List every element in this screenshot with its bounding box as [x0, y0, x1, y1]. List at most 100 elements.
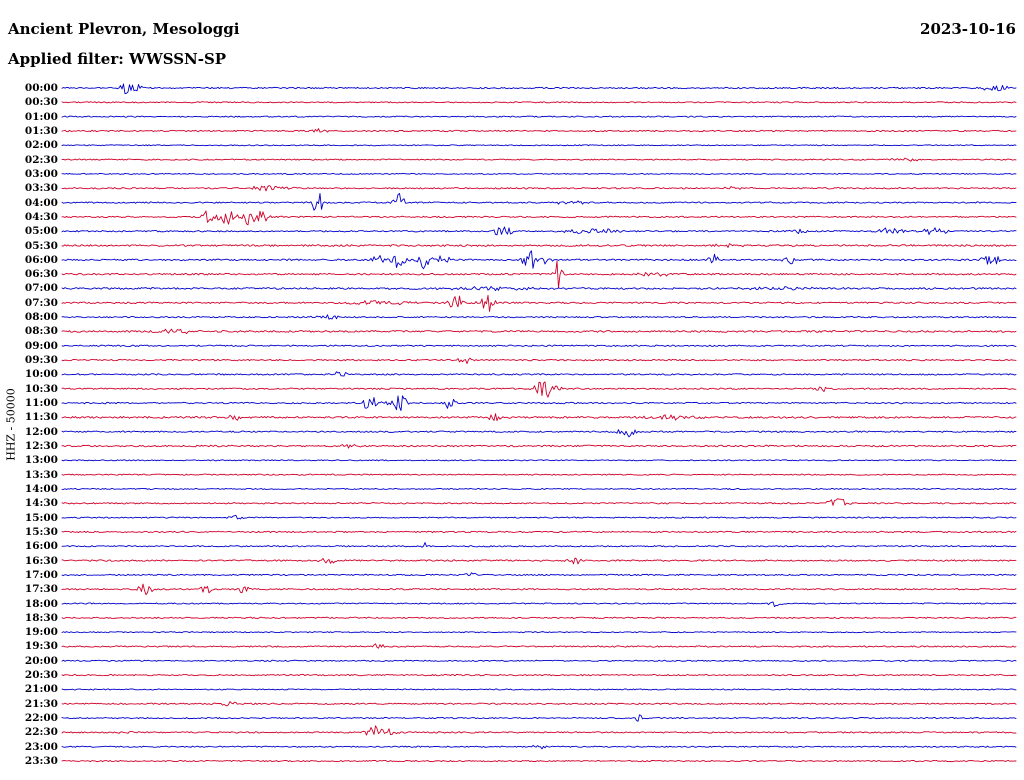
time-label-00-00: 00:00 [24, 81, 58, 94]
seismo-trace-14-30 [61, 498, 1017, 506]
time-label-13-00: 13:00 [24, 454, 58, 467]
seismo-trace-07-30 [61, 294, 1017, 312]
time-label-06-30: 06:30 [24, 267, 58, 280]
time-label-13-30: 13:30 [24, 468, 58, 481]
seismo-trace-01-30 [61, 128, 1017, 133]
time-label-00-30: 00:30 [24, 96, 58, 109]
seismo-trace-12-00 [61, 429, 1017, 438]
seismo-trace-06-00 [61, 250, 1017, 270]
time-label-05-30: 05:30 [24, 239, 58, 252]
time-label-08-30: 08:30 [24, 325, 58, 338]
filter-label: Applied filter: WWSSN-SP [8, 50, 227, 68]
seismo-trace-11-30 [61, 413, 1017, 422]
seismo-trace-09-30 [61, 357, 1017, 365]
time-label-02-30: 02:30 [24, 153, 58, 166]
seismo-trace-13-30 [61, 473, 1017, 476]
seismo-trace-02-00 [61, 144, 1017, 147]
seismo-trace-05-00 [61, 226, 1017, 236]
time-label-16-00: 16:00 [24, 539, 58, 552]
time-label-21-30: 21:30 [24, 697, 58, 710]
seismo-trace-16-00 [61, 542, 1017, 548]
seismo-trace-00-00 [61, 83, 1017, 95]
time-label-14-30: 14:30 [24, 497, 58, 510]
time-label-21-00: 21:00 [24, 683, 58, 696]
seismo-trace-18-00 [61, 601, 1017, 608]
station-title: Ancient Plevron, Mesologgi [8, 20, 240, 38]
seismo-trace-23-00 [61, 744, 1017, 750]
seismo-trace-11-00 [61, 395, 1017, 412]
seismo-trace-07-00 [61, 286, 1017, 292]
time-label-16-30: 16:30 [24, 554, 58, 567]
time-label-06-00: 06:00 [24, 253, 58, 266]
time-label-05-00: 05:00 [24, 224, 58, 237]
time-label-17-00: 17:00 [24, 568, 58, 581]
time-label-11-00: 11:00 [24, 396, 58, 409]
time-label-15-00: 15:00 [24, 511, 58, 524]
time-label-14-00: 14:00 [24, 482, 58, 495]
seismo-trace-19-30 [61, 643, 1017, 649]
seismo-trace-22-00 [61, 714, 1017, 722]
seismo-trace-08-30 [61, 328, 1017, 335]
seismo-trace-01-00 [61, 115, 1017, 118]
time-label-11-30: 11:30 [24, 411, 58, 424]
seismo-trace-06-30 [61, 260, 1017, 289]
time-label-09-00: 09:00 [24, 339, 58, 352]
time-label-04-30: 04:30 [24, 210, 58, 223]
seismo-trace-03-00 [61, 172, 1017, 175]
seismo-trace-18-30 [61, 616, 1017, 619]
seismo-trace-02-30 [61, 157, 1017, 162]
seismo-trace-10-30 [61, 381, 1017, 398]
time-label-17-30: 17:30 [24, 582, 58, 595]
time-label-03-30: 03:30 [24, 181, 58, 194]
seismo-trace-22-30 [61, 725, 1017, 736]
seismo-trace-04-00 [61, 192, 1017, 211]
date-label: 2023-10-16 [920, 20, 1016, 38]
seismo-trace-08-00 [61, 314, 1017, 320]
seismo-trace-17-00 [61, 572, 1017, 577]
time-label-10-00: 10:00 [24, 368, 58, 381]
time-label-18-00: 18:00 [24, 597, 58, 610]
seismo-trace-19-00 [61, 631, 1017, 634]
seismo-trace-20-30 [61, 674, 1017, 677]
seismo-trace-13-00 [61, 459, 1017, 462]
time-label-23-30: 23:30 [24, 754, 58, 767]
seismo-trace-17-30 [61, 583, 1017, 596]
time-axis: 00:00 00:30 01:00 01:30 02:00 02:30 03:00 03:30… [0, 0, 60, 780]
time-label-09-30: 09:30 [24, 353, 58, 366]
seismo-trace-21-00 [61, 688, 1017, 691]
time-label-19-30: 19:30 [24, 640, 58, 653]
seismo-trace-05-30 [61, 243, 1017, 248]
time-label-23-00: 23:00 [24, 740, 58, 753]
seismo-trace-15-00 [61, 514, 1017, 520]
time-label-15-30: 15:30 [24, 525, 58, 538]
seismo-trace-10-00 [61, 371, 1017, 377]
time-label-20-00: 20:00 [24, 654, 58, 667]
time-label-12-30: 12:30 [24, 439, 58, 452]
seismo-trace-23-30 [61, 759, 1017, 763]
seismo-trace-20-00 [61, 659, 1017, 662]
seismo-trace-14-00 [61, 487, 1017, 490]
time-label-07-00: 07:00 [24, 282, 58, 295]
seismo-trace-00-30 [61, 101, 1017, 104]
time-label-01-00: 01:00 [24, 110, 58, 123]
seismo-trace-21-30 [61, 701, 1017, 707]
time-label-01-30: 01:30 [24, 124, 58, 137]
seismo-trace-09-00 [61, 344, 1017, 347]
time-label-04-00: 04:00 [24, 196, 58, 209]
time-label-20-30: 20:30 [24, 668, 58, 681]
time-label-19-00: 19:00 [24, 625, 58, 638]
time-label-10-30: 10:30 [24, 382, 58, 395]
time-label-03-00: 03:00 [24, 167, 58, 180]
seismo-trace-04-30 [61, 210, 1017, 226]
time-label-22-30: 22:30 [24, 726, 58, 739]
seismo-trace-15-30 [61, 530, 1017, 534]
time-label-07-30: 07:30 [24, 296, 58, 309]
time-label-02-00: 02:00 [24, 139, 58, 152]
seismo-trace-16-30 [61, 557, 1017, 565]
time-label-18-30: 18:30 [24, 611, 58, 624]
seismo-trace-12-30 [61, 444, 1017, 449]
seismo-trace-03-30 [61, 185, 1017, 192]
time-label-12-00: 12:00 [24, 425, 58, 438]
